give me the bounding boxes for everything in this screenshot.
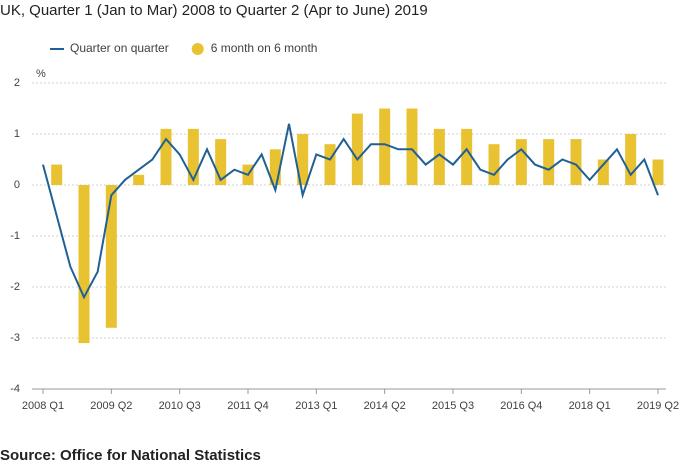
bar	[570, 139, 582, 185]
x-tick-label: 2009 Q2	[90, 400, 132, 412]
bar	[652, 159, 664, 185]
bar	[433, 128, 445, 185]
legend-label: Quarter on quarter	[70, 41, 169, 55]
x-tick-label: 2016 Q4	[500, 400, 542, 412]
x-tick-label: 2013 Q1	[295, 400, 337, 412]
y-tick-label: 0	[14, 179, 20, 191]
x-tick-label: 2019 Q2	[637, 400, 679, 412]
y-tick-label: 1	[14, 128, 20, 140]
bar	[543, 139, 555, 185]
bar	[488, 144, 500, 185]
bar	[351, 113, 363, 185]
bar	[625, 134, 637, 185]
x-tick-label: 2008 Q1	[22, 400, 64, 412]
y-tick-label: -1	[10, 230, 20, 242]
bar	[133, 174, 145, 185]
bar	[78, 185, 90, 344]
x-tick-label: 2015 Q3	[432, 400, 474, 412]
y-tick-label: -3	[10, 332, 20, 344]
legend-swatch	[191, 43, 204, 55]
bar	[379, 108, 391, 185]
bar	[324, 144, 336, 185]
bar	[160, 128, 172, 185]
y-axis-label: %	[36, 68, 46, 80]
bar	[187, 128, 199, 185]
bar	[297, 134, 309, 185]
bar	[597, 159, 609, 185]
bar	[51, 164, 63, 185]
line	[42, 123, 659, 300]
y-tick-label: 2	[14, 77, 20, 89]
x-tick-label: 2010 Q3	[159, 400, 201, 412]
bar	[406, 108, 418, 185]
bar	[215, 139, 227, 185]
bar	[269, 149, 281, 185]
bar	[461, 128, 473, 185]
x-tick-label: 2018 Q1	[569, 400, 611, 412]
source: Source: Office for National Statistics	[0, 447, 261, 464]
y-tick-label: -2	[10, 281, 20, 293]
y-tick-label: -4	[10, 383, 20, 395]
bar	[515, 139, 527, 185]
chart-title: UK, Quarter 1 (Jan to Mar) 2008 to Quart…	[0, 2, 428, 19]
x-tick-label: 2011 Q4	[227, 400, 268, 412]
legend-label: 6 month on 6 month	[211, 41, 318, 55]
bar	[105, 185, 117, 328]
x-tick-label: 2014 Q2	[364, 400, 406, 412]
